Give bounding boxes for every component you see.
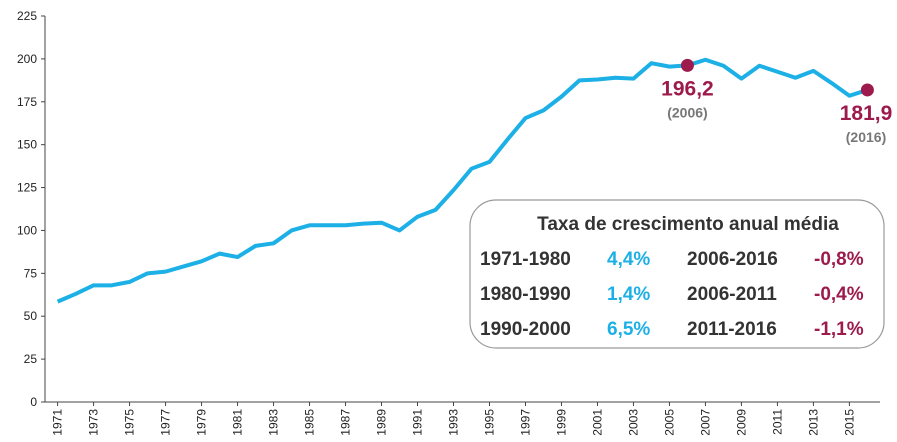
box-cell: 2011-2016 (687, 319, 777, 340)
x-tick-label: 1999 (554, 409, 568, 436)
y-tick-label: 0 (30, 395, 37, 409)
box-cell: 1980-1990 (480, 284, 571, 305)
annotation-year: (2016) (846, 129, 886, 145)
x-tick-label: 1979 (195, 409, 209, 436)
y-tick-label: 50 (24, 309, 38, 323)
x-tick-label: 1989 (375, 409, 389, 436)
box-cell: 4,4% (607, 249, 650, 270)
x-tick-label: 1985 (303, 409, 317, 436)
x-tick-label: 1997 (518, 409, 532, 436)
y-tick-label: 200 (17, 52, 37, 66)
box-cell: 2006-2016 (687, 249, 778, 270)
x-tick-label: 1987 (339, 409, 353, 436)
x-tick-label: 1971 (51, 409, 65, 436)
box-cell: 1971-1980 (480, 249, 571, 270)
box-cell: 2006-2011 (687, 284, 777, 305)
x-tick-label: 1993 (447, 409, 461, 436)
x-tick-label: 1983 (267, 409, 281, 436)
x-tick-label: 1995 (482, 409, 496, 436)
series-line (56, 57, 869, 304)
x-tick-label: 2009 (734, 409, 748, 436)
x-tick-label: 2015 (842, 409, 856, 436)
box-title: Taxa de crescimento anual média (537, 214, 839, 235)
y-tick-label: 75 (24, 266, 38, 280)
annotation-value: 196,2 (661, 77, 714, 100)
box-frame (469, 199, 885, 349)
x-tick-label: 1977 (159, 409, 173, 436)
x-tick-label: 2001 (590, 409, 604, 436)
highlight-point (860, 83, 874, 97)
box-cell: 6,5% (607, 319, 650, 340)
y-tick-label: 125 (17, 181, 37, 195)
x-tick-label: 2003 (626, 409, 640, 436)
y-tick-label: 25 (24, 352, 38, 366)
box-cell: -1,1% (814, 319, 864, 340)
growth-box: Taxa de crescimento anual média 1971-198… (469, 199, 885, 349)
annotation-year: (2006) (667, 104, 707, 120)
x-tick-label: 2011 (770, 409, 784, 435)
annotation-value: 181,9 (840, 102, 893, 125)
x-tick-label: 1991 (411, 409, 425, 436)
box-cell: -0,4% (814, 284, 864, 305)
box-cell: 1990-2000 (480, 319, 571, 340)
x-tick-label: 1975 (123, 409, 137, 436)
box-cell: -0,8% (814, 249, 864, 270)
y-tick-label: 175 (17, 95, 37, 109)
highlight-point (680, 58, 694, 72)
x-tick-label: 1973 (87, 409, 101, 436)
box-cell: 1,4% (607, 284, 650, 305)
x-tick-label: 2005 (662, 409, 676, 436)
y-tick-label: 225 (17, 9, 37, 23)
x-tick-label: 2007 (698, 409, 712, 436)
y-tick-label: 150 (17, 138, 37, 152)
x-tick-label: 2013 (806, 409, 820, 436)
y-tick-label: 100 (17, 223, 37, 237)
x-tick-label: 1981 (231, 409, 245, 436)
